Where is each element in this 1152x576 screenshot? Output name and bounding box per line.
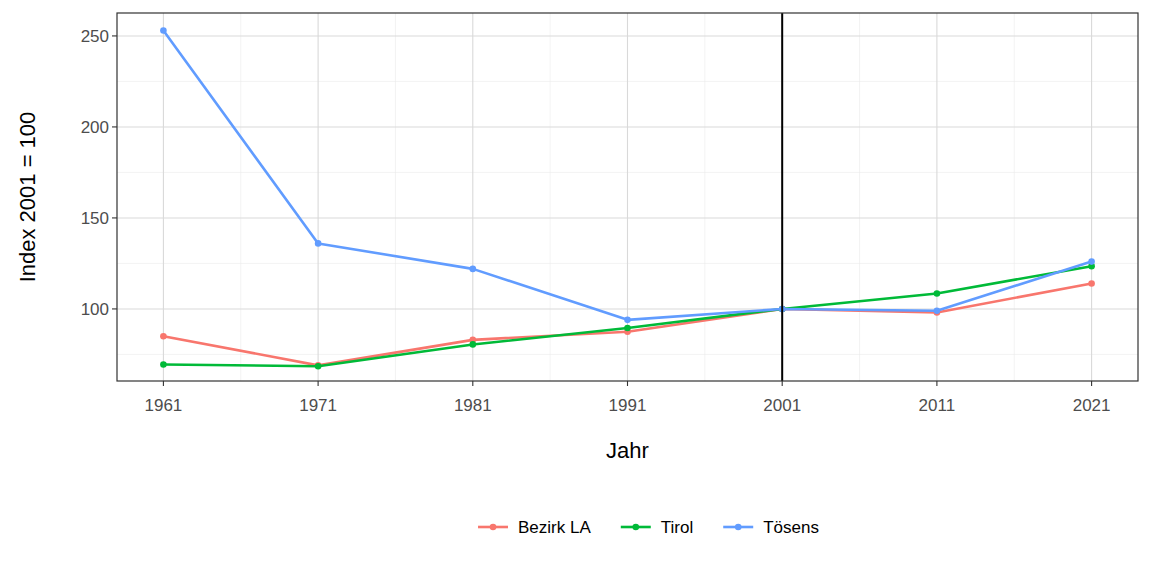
point [624,317,631,324]
point [934,307,941,314]
tick [1091,381,1092,386]
grid-line [1091,13,1092,381]
point [470,341,477,348]
tick-label: 1971 [299,396,337,415]
legend-label: Bezirk LA [518,518,591,537]
tick-label: 250 [81,27,109,46]
point [1088,258,1095,265]
tick-label: 200 [81,118,109,137]
legend: Bezirk LA Tirol Tösens [478,518,819,537]
tick-label: 2021 [1073,396,1111,415]
grid-line [472,13,473,381]
point [160,27,167,34]
series-line [163,283,1091,365]
legend-label: Tösens [763,518,819,537]
tick-label: 2001 [763,396,801,415]
legend-key [490,524,497,531]
point [160,333,167,340]
minor-grid [859,13,860,381]
minor-grid [240,13,241,381]
point [315,363,322,370]
tick [112,308,117,309]
minor-grid [1014,13,1015,381]
tick-label: 2011 [919,396,956,415]
tick [627,381,628,386]
tick-label: 150 [81,209,109,228]
tick [112,126,117,127]
tick [318,381,319,386]
grid-line [318,13,319,381]
series-line [163,266,1091,366]
point [315,362,322,369]
legend-key [632,524,639,531]
tick-label: 1991 [609,396,647,415]
point [934,290,941,297]
tick-label: 1981 [454,396,492,415]
grid-line [782,13,783,381]
grid-line [163,13,164,381]
tick [112,217,117,218]
minor-grid [550,13,551,381]
tick [112,35,117,36]
chart: 100 150 200 250 1961 1971 1981 1991 2001 2011 2021… [0,0,1152,576]
x-axis-title: Jahr [606,438,649,463]
tick [163,381,164,386]
minor-grid [395,13,396,381]
legend-label: Tirol [661,518,693,537]
series-line [163,30,1091,319]
point [1088,280,1095,287]
panel [117,13,1138,381]
tick [782,381,783,386]
plot-area [160,27,1095,369]
tick [936,381,937,386]
tick-label: 100 [81,300,109,319]
minor-grid [704,13,705,381]
tick-label: 1961 [144,396,182,415]
point [624,325,631,332]
point [315,240,322,247]
point [470,266,477,273]
y-axis-title: Index 2001 = 100 [15,112,40,283]
grid-line [936,13,937,381]
point [160,361,167,368]
tick [472,381,473,386]
legend-key [735,524,742,531]
frame [117,13,1138,381]
reference-line [781,13,783,381]
